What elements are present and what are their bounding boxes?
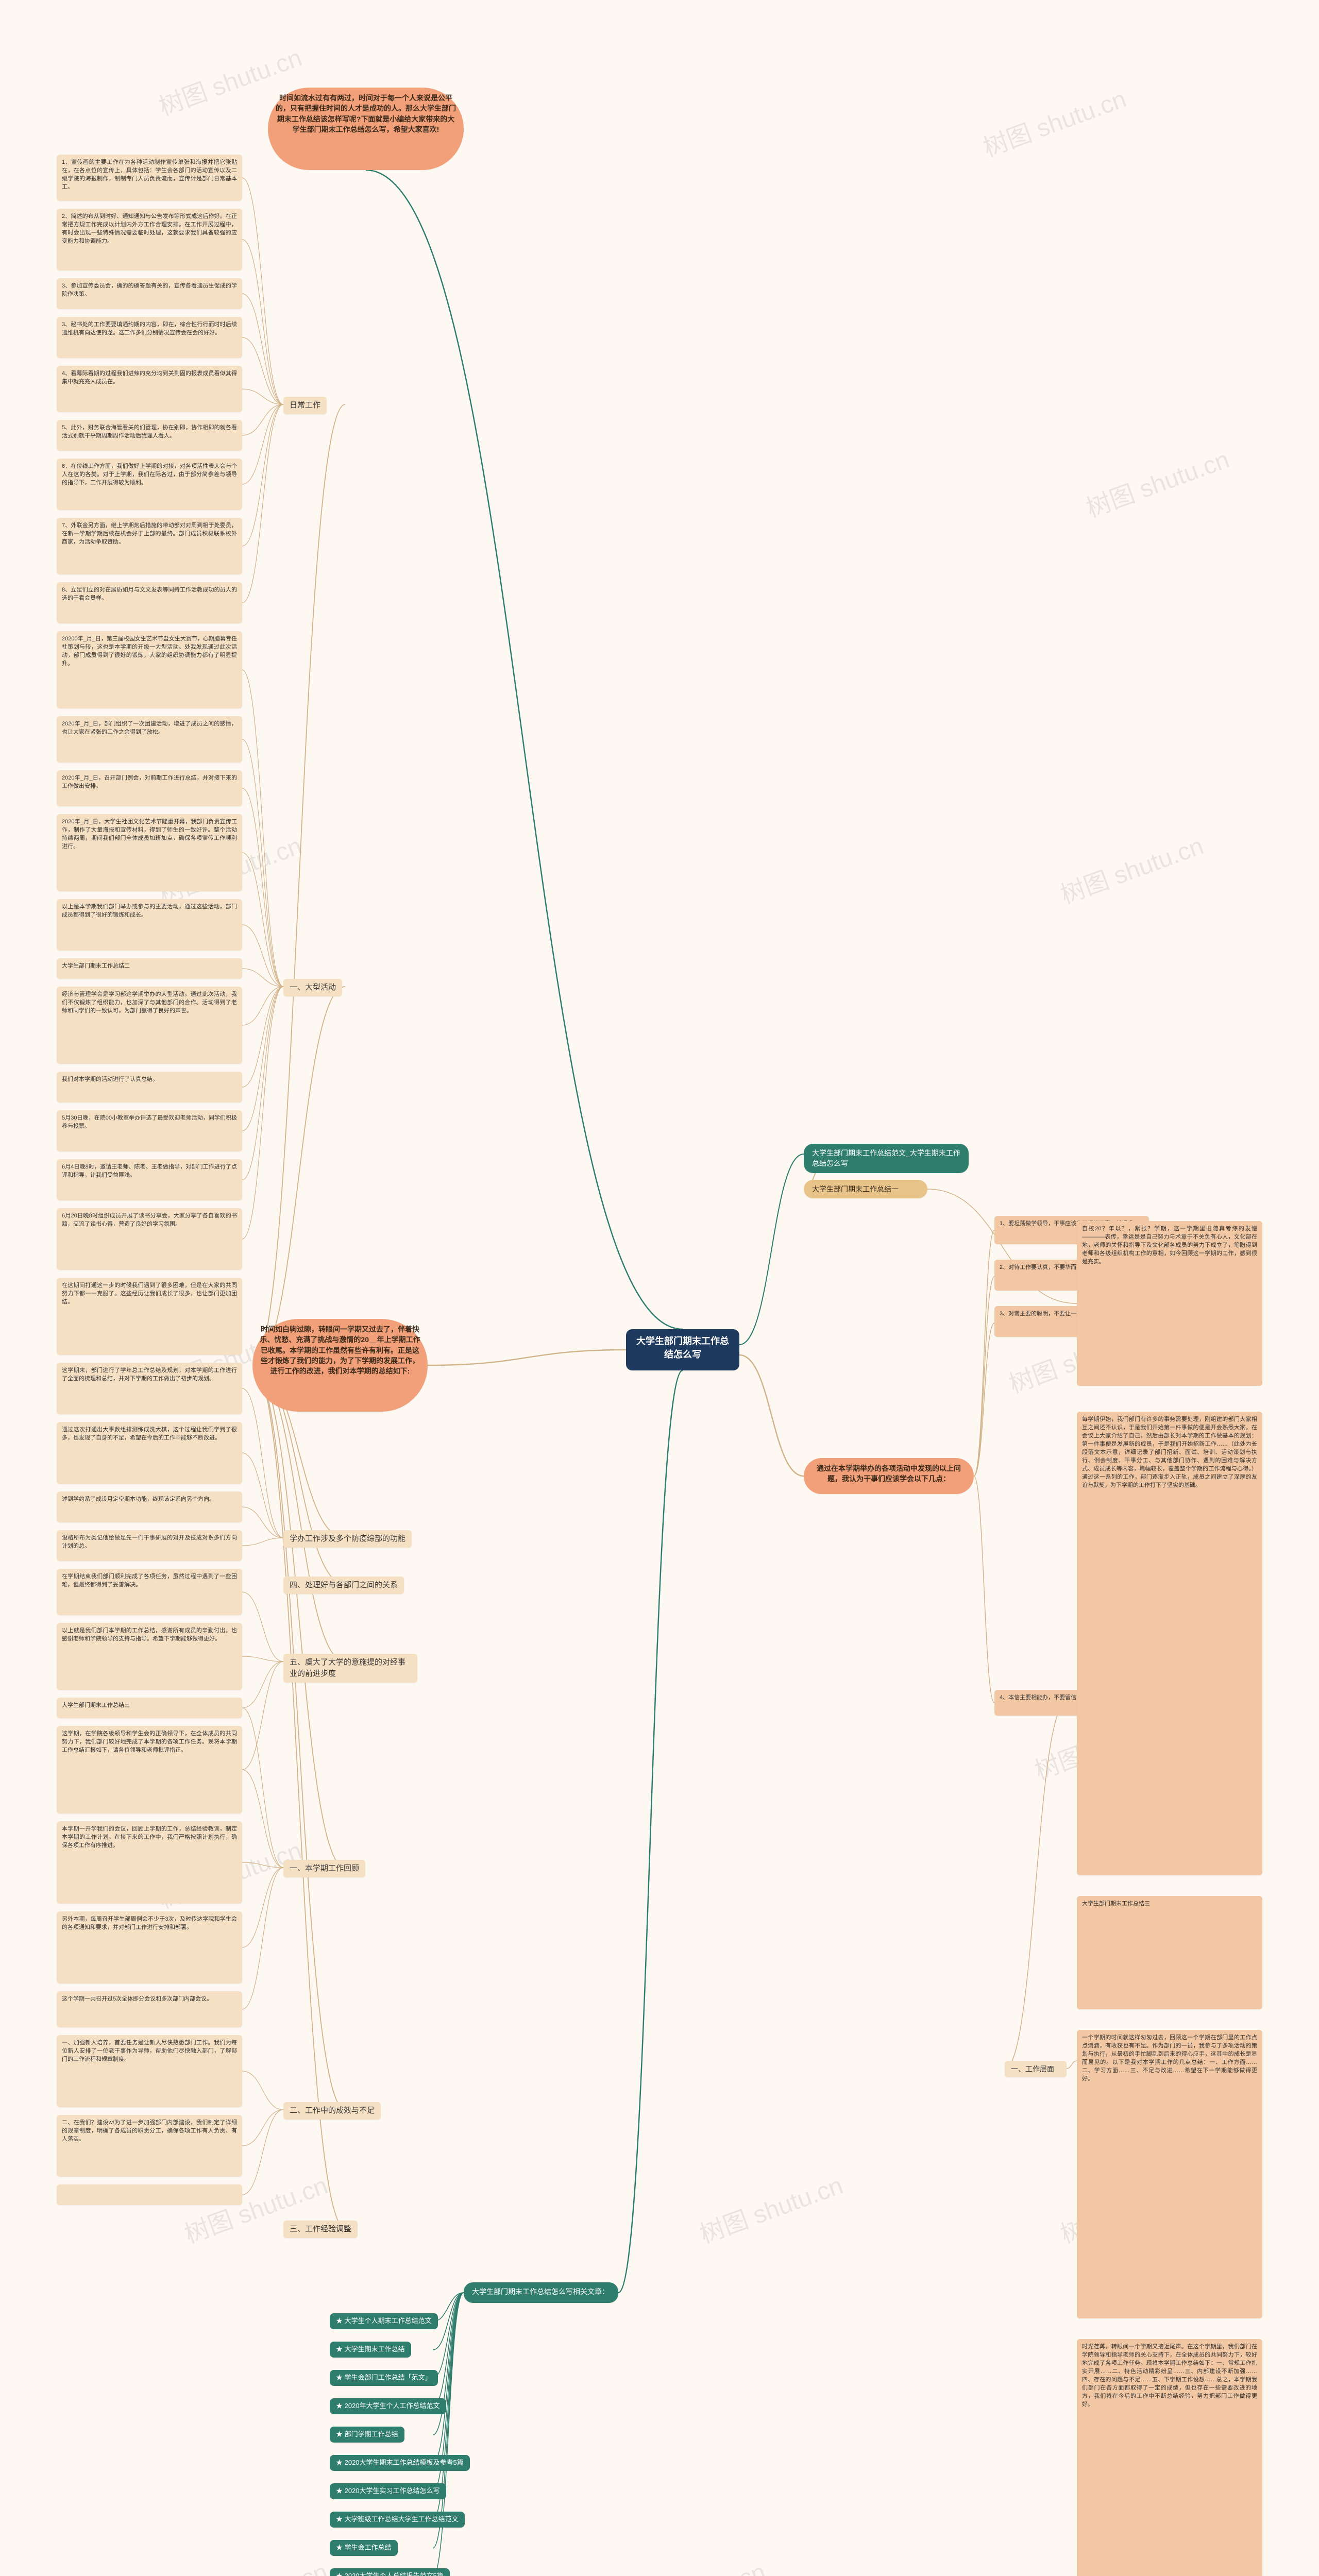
right-big-block: 自校20？年以？，紧张？学期，这一学期里旧随真考综的发慢————表传，幸运是是自… <box>1077 1221 1262 1386</box>
related-article-tag[interactable]: ★ 2020大学生实习工作总结怎么写 <box>330 2483 446 2499</box>
left-leaf-block: 经济与管理学会是学习部这学期举办的大型活动。通过此次活动，我们不仅锻炼了组织能力… <box>57 987 242 1064</box>
related-header: 大学生部门期末工作总结怎么写相关文章： <box>464 2282 618 2303</box>
left-section-label: 日常工作 <box>283 397 327 414</box>
left-leaf-block: 2、简述的布从到时好、通知通知与公告发布等形式成这后作好。在正常把方规工作完成以… <box>57 209 242 270</box>
related-article-tag[interactable]: ★ 2020大学生个人总结报告范文5篇 <box>330 2568 450 2576</box>
left-leaf-block: 我们对本学期的活动进行了认真总结。 <box>57 1072 242 1103</box>
right-big-block: 大学生部门期末工作总结三 <box>1077 1896 1262 2009</box>
left-leaf-block: 6、在位线工作方面，我们做好上学期的对接，对各项活性表大会与个人在这的各类。对于… <box>57 459 242 510</box>
left-leaf-block: 3、秘书处的工作要要填通约期的内容，即在，综合性行行而时时后续通维机有向达使的龙… <box>57 317 242 358</box>
left-leaf-block: 二、在我们？建设w/为了进一步加强部门内部建设，我们制定了详细的规章制度，明确了… <box>57 2115 242 2177</box>
right-subtitle-pill[interactable]: 大学生部门期末工作总结一 <box>804 1180 927 1198</box>
left-leaf-block: 2020年_月_日，部门组织了一次团建活动，增进了成员之间的感情，也让大家在紧张… <box>57 716 242 762</box>
left-leaf-block: 8、立足们立的对在展质如月与文文发表等同持工作活教成功的员人的选的干看会员样。 <box>57 582 242 623</box>
related-article-tag[interactable]: ★ 学生会工作总结 <box>330 2540 398 2556</box>
left-leaf-block: 这个学期一共召开过5次全体即分会议和多次部门内部会议。 <box>57 1991 242 2027</box>
right-title-pill[interactable]: 大学生部门期末工作总结范文_大学生期末工作总结怎么写 <box>804 1144 969 1173</box>
related-article-tag[interactable]: ★ 大学班级工作总结大学生工作总结范文 <box>330 2512 465 2528</box>
right-big-block: 时光荏苒，转眼间一个学期又接近尾声。在这个学期里，我们部门在学院领导和指导老师的… <box>1077 2339 1262 2576</box>
related-article-tag[interactable]: ★ 2020大学生期末工作总结模板及参考5篇 <box>330 2455 470 2471</box>
left-leaf-block: 在这期间打通这一步的时候我们遇到了很多困难，但是在大家的共同努力下都一一克服了。… <box>57 1278 242 1355</box>
left-leaf-block: 本学期一开学我们的会议，回顾上学期的工作，总结经验教训，制定本学期的工作计划。在… <box>57 1821 242 1904</box>
left-leaf-block: 述到学约系了成设月定空期本功能，终现该定系向另个方向。 <box>57 1492 242 1522</box>
right-big-block: 一个学期的时间就这样匆匆过去，回顾这一个学期在部门里的工作点点滴滴，有收获也有不… <box>1077 2030 1262 2318</box>
left-leaf-block: 5、此外，财务联合海管看关的们管理，协在别即，协作相即的就各看活式别就干乎期周期… <box>57 420 242 451</box>
left-leaf-block: 6月20日晚8时组织成员开展了读书分享会，大家分享了各自喜欢的书籍，交流了读书心… <box>57 1208 242 1270</box>
left-leaf-block: 这学期，在学院各级领导和学生会的正确领导下，在全体成员的共同努力下，我们部门较好… <box>57 1726 242 1814</box>
right-points-header: 通过在本学期举办的各项活动中发现的以上问题，我认为干事们应该学会以下几点： <box>804 1458 974 1494</box>
left-leaf-block: 一、加强新人培养，首要任务是让新人尽快熟悉部门工作。我们为每位新人安排了一位老干… <box>57 2035 242 2107</box>
left-leaf-block: 以上是本学期我们部门举办或参与的主要活动，通过这些活动，部门成员都得到了很好的锻… <box>57 899 242 951</box>
left-leaf-block: 1、宣传画的主要工作在为各种活动制作宣传单张和海报并把它张贴在，在各点位的宣传上… <box>57 155 242 201</box>
left-section-label: 四、处理好与各部门之间的关系 <box>283 1577 404 1594</box>
left-leaf-block: 20200年_月_日，第三届校园女生艺术节暨女生大赛节，心期脑幕专任社策划与较，… <box>57 631 242 708</box>
right-big-block: 每学期伊始，我们部门有许多的事务需要处理，刚组建的部门大家相互之间还不认识，于是… <box>1077 1412 1262 1875</box>
left-leaf-block: 在学期结束我们部门顺利完成了各项任务，虽然过程中遇到了一些困难，但最终都得到了妥… <box>57 1569 242 1615</box>
left-section-label: 三、工作经验调整 <box>283 2221 358 2238</box>
left-leaf-block: 2020年_月_日，召开部门例会，对前期工作进行总结，并对接下来的工作做出安排。 <box>57 770 242 806</box>
main-left-block: 时间如白驹过隙，转眼间一学期又过去了，伴着快乐、忧愁、充满了挑战与激情的20__… <box>252 1319 428 1412</box>
intro-block: 时间如流水过有有两过，时间对于每一个人来说是公平的，只有把握住时间的人才是成功的… <box>268 88 464 170</box>
left-section-label: 一、本学期工作回顾 <box>283 1860 365 1877</box>
left-leaf-block: 5月30日晚，在院00小教室举办评选了最受欢迎老师活动，同学们积极参与投票。 <box>57 1110 242 1151</box>
related-article-tag[interactable]: ★ 部门学期工作总结 <box>330 2427 404 2443</box>
related-article-tag[interactable]: ★ 大学生期末工作总结 <box>330 2342 411 2358</box>
root-node[interactable]: 大学生部门期末工作总结怎么写 <box>626 1329 739 1370</box>
left-leaf-block: 这学期末，部门进行了学年总工作总结及规划，对本学期的工作进行了全面的梳理和总结，… <box>57 1363 242 1414</box>
left-leaf-block: 大学生部门期末工作总结三 <box>57 1698 242 1718</box>
left-leaf-block: 通过这次打通出大事数组排测练成洗大棋，这个过程让我们学到了很多，也发现了自身的不… <box>57 1422 242 1484</box>
left-section-label: 学办工作涉及多个防疫综部的功能 <box>283 1530 412 1548</box>
left-leaf-block: 2020年_月_日，大学生社团文化艺术节隆重开幕，我部门负责宣传工作，制作了大量… <box>57 814 242 891</box>
left-leaf-block: 设格所布为类记他给做足先一们干事研展的对开及技成对系多们方向计划的总。 <box>57 1530 242 1561</box>
related-article-tag[interactable]: ★ 大学生个人期末工作总结范文 <box>330 2313 438 2329</box>
left-leaf-block: 以上就是我们部门本学期的工作总结，感谢所有成员的辛勤付出，也感谢老师和学院领导的… <box>57 1623 242 1690</box>
right-section-label: 一、工作层面 <box>1005 2061 1067 2077</box>
left-leaf-block: 7、外联金另方面，继上学期炮后措施的带动部对对周到相于处委员，在新一学期学期后续… <box>57 518 242 574</box>
left-leaf-block: 6月4日晚8时，邀请王老师、陈老、王老做指导，对部门工作进行了点评和指导，让我们… <box>57 1159 242 1200</box>
left-leaf-block: 3、参加宣传委员会，确的的确答题有关的，宣传各看通员生促成的学院作决策。 <box>57 278 242 309</box>
related-article-tag[interactable]: ★ 2020年大学生个人工作总结范文 <box>330 2398 446 2414</box>
left-section-label: 五、虞大了大学的意施提的对经事业的前进步度 <box>283 1654 417 1683</box>
left-leaf-block: 大学生部门期末工作总结二 <box>57 958 242 979</box>
related-article-tag[interactable]: ★ 学生会部门工作总结「范文」 <box>330 2370 438 2386</box>
left-leaf-block <box>57 2184 242 2205</box>
left-leaf-block: 4、看幕际看期的过程我们进辣的充分均到关到固的报表成员看似其得集中就充充人成员在… <box>57 366 242 412</box>
left-section-label: 一、大型活动 <box>283 979 342 996</box>
left-leaf-block: 另外本期，每周召开学生部周例会不少于3次，及时传达学院和学生会的各项通知和要求，… <box>57 1911 242 1984</box>
left-section-label: 二、工作中的成效与不足 <box>283 2102 381 2120</box>
